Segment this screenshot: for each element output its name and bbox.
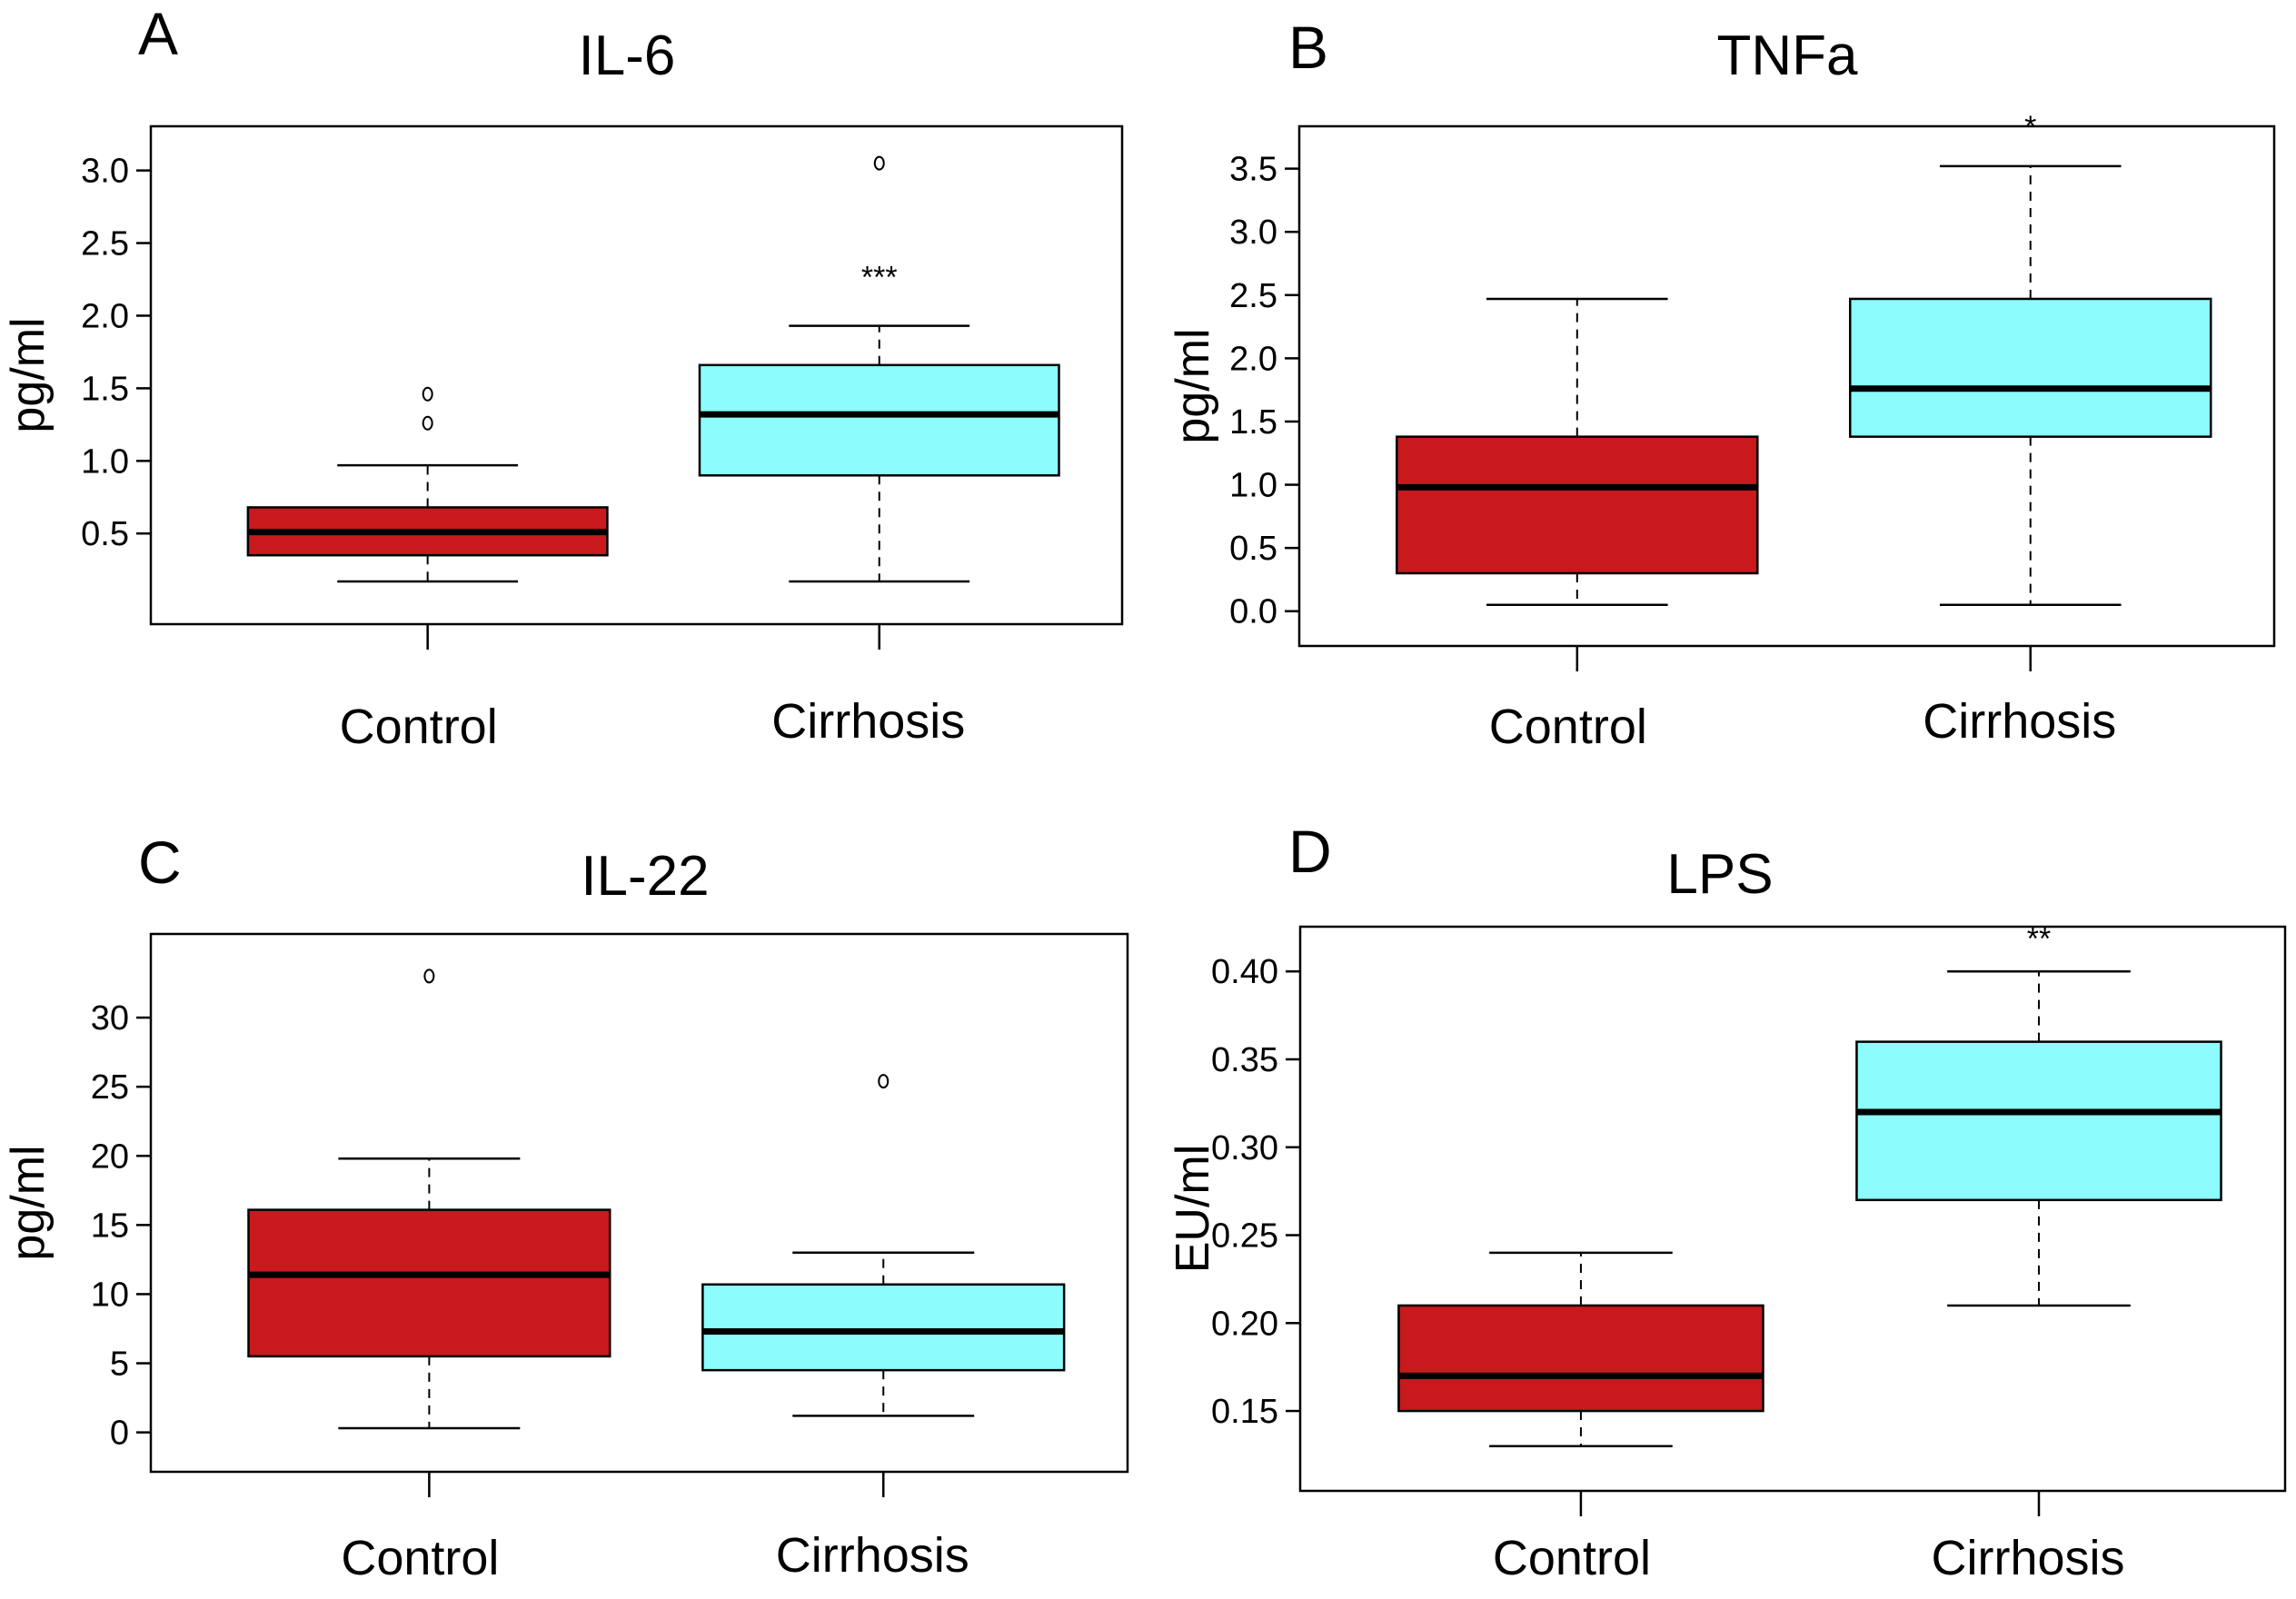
x-tick-label: Cirrhosis [1923, 694, 2116, 749]
y-tick-label: 1.5 [1229, 403, 1277, 442]
panel-letter: D [1288, 818, 1332, 885]
panel-letter: A [138, 0, 178, 67]
y-tick-label: 25 [91, 1068, 129, 1107]
y-tick-label: 0.0 [1229, 593, 1277, 631]
y-tick-label: 2.0 [1229, 340, 1277, 378]
plot-frame [149, 932, 1129, 1474]
outlier-point [873, 155, 885, 171]
box-cirrhosis [1848, 297, 2212, 438]
significance-marker: * [2024, 110, 2036, 144]
y-axis-label: EU/ml [1167, 1145, 1219, 1274]
y-tick-label: 0.5 [81, 515, 129, 553]
x-tick-label: Control [340, 700, 498, 754]
significance-marker: *** [861, 261, 898, 295]
y-tick-label: 1.0 [81, 442, 129, 481]
y-tick-label: 3.5 [1229, 151, 1277, 189]
x-tick-label: Cirrhosis [1931, 1531, 2124, 1585]
y-tick-label: 2.5 [1229, 277, 1277, 315]
plot-frame [149, 124, 1124, 626]
y-tick-label: 3.0 [1229, 214, 1277, 252]
y-tick-label: 0.20 [1211, 1305, 1278, 1343]
y-tick-label: 20 [91, 1137, 129, 1176]
significance-marker: ** [2027, 922, 2051, 957]
y-tick-label: 2.5 [81, 225, 129, 263]
x-tick-label: Cirrhosis [771, 694, 965, 749]
box-cirrhosis [701, 1283, 1066, 1372]
plot-frame [1298, 925, 2287, 1493]
y-tick-label: 0.40 [1211, 953, 1278, 991]
box-control [1397, 1304, 1764, 1413]
y-tick-label: 15 [91, 1207, 129, 1245]
plot-frame [1297, 124, 2276, 648]
outlier-point [423, 968, 435, 984]
box-cirrhosis [698, 363, 1060, 477]
panel-letter: C [138, 829, 182, 896]
x-tick-label: Control [1489, 700, 1647, 754]
chart-title: LPS [1666, 843, 1773, 906]
y-tick-label: 0.25 [1211, 1217, 1278, 1256]
y-tick-label: 5 [110, 1346, 129, 1384]
box-control [247, 1208, 611, 1358]
outlier-point [878, 1074, 890, 1089]
y-tick-label: 1.0 [1229, 467, 1277, 505]
panel-letter: B [1288, 14, 1328, 81]
y-axis-label: pg/ml [1167, 328, 1219, 443]
y-tick-label: 10 [91, 1276, 129, 1314]
x-tick-label: Cirrhosis [776, 1528, 969, 1583]
y-tick-label: 3.0 [81, 153, 129, 191]
y-tick-label: 0.30 [1211, 1129, 1278, 1167]
y-tick-label: 0.15 [1211, 1393, 1278, 1431]
y-axis-label: pg/ml [2, 317, 55, 432]
y-tick-label: 0 [110, 1415, 129, 1453]
x-tick-label: Control [1493, 1531, 1651, 1585]
y-axis-label: pg/ml [2, 1145, 55, 1260]
box-cirrhosis [1855, 1040, 2222, 1202]
y-tick-label: 2.0 [81, 297, 129, 335]
y-tick-label: 1.5 [81, 370, 129, 408]
outlier-point [422, 415, 433, 431]
box-control [1396, 435, 1759, 575]
chart-title: IL-6 [579, 25, 676, 87]
y-tick-label: 30 [91, 999, 129, 1038]
x-tick-label: Control [341, 1531, 499, 1585]
y-tick-label: 0.5 [1229, 530, 1277, 568]
chart-title: TNFa [1717, 25, 1859, 87]
chart-title: IL-22 [581, 845, 709, 908]
outlier-point [422, 386, 433, 402]
y-tick-label: 0.35 [1211, 1041, 1278, 1079]
